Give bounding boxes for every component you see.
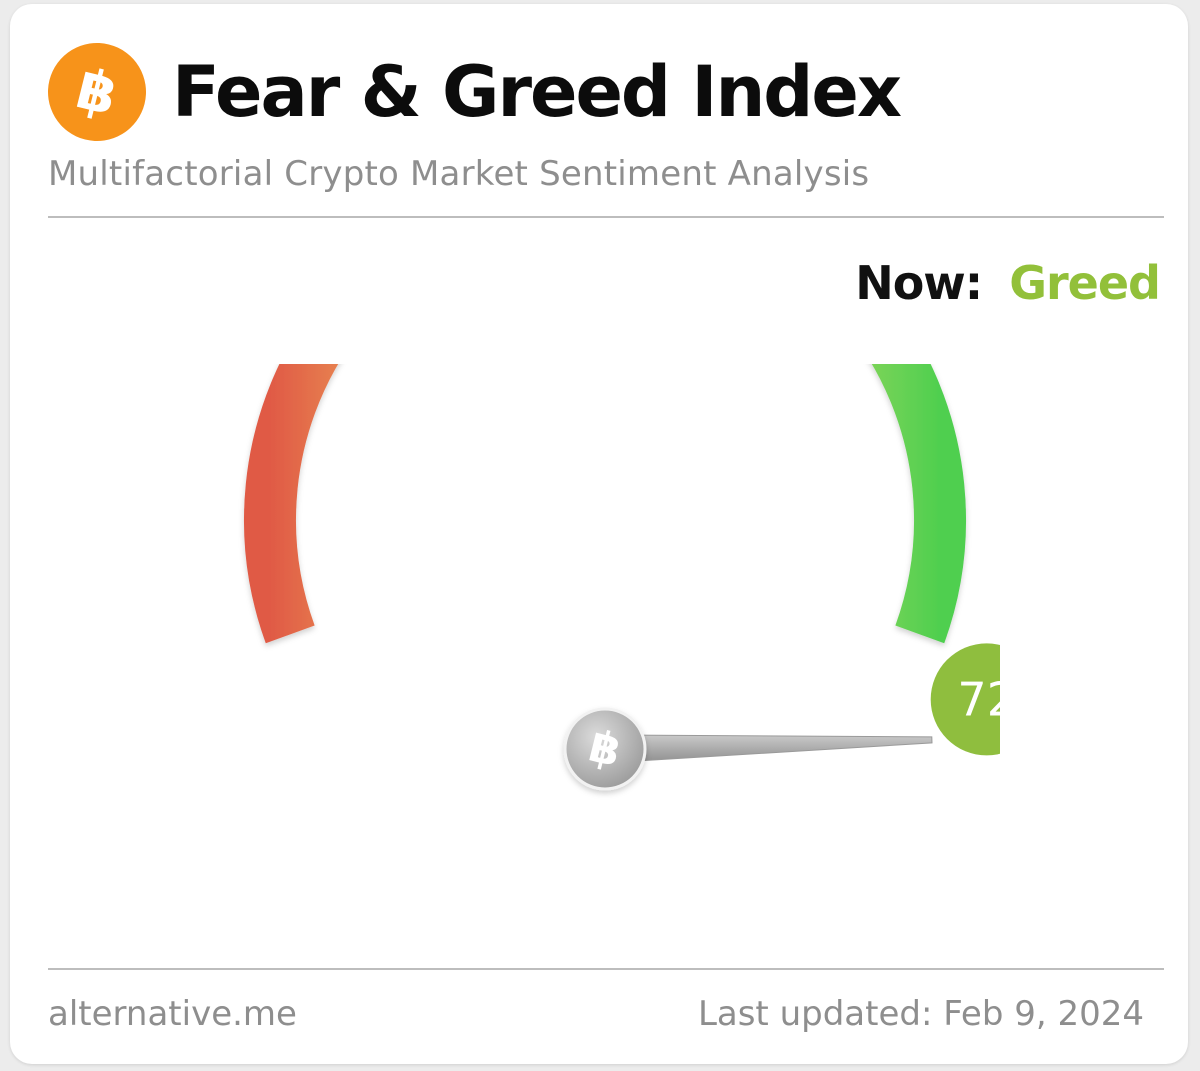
header-divider: [48, 216, 1164, 218]
last-updated: Last updated: Feb 9, 2024: [697, 994, 1144, 1034]
sentiment-gauge: ฿ 72: [244, 364, 1000, 791]
footer-divider: [48, 968, 1164, 970]
value-badge: 72: [930, 643, 1000, 756]
fear-greed-card: ฿ Fear & Greed Index Multifactorial Cryp…: [10, 4, 1188, 1064]
now-value: Greed: [1009, 256, 1161, 310]
header: ฿ Fear & Greed Index: [37, 32, 902, 152]
page-title: Fear & Greed Index: [172, 51, 902, 133]
gauge-arc: [244, 364, 966, 644]
current-status: Now: Greed: [855, 256, 1161, 310]
value-badge-text: 72: [957, 672, 1000, 726]
page-subtitle: Multifactorial Crypto Market Sentiment A…: [48, 154, 870, 194]
bitcoin-icon: ฿: [37, 32, 157, 152]
gauge-hub-bitcoin-icon: ฿: [563, 707, 647, 791]
now-label: Now:: [855, 256, 983, 310]
source-link[interactable]: alternative.me: [48, 994, 297, 1034]
gauge-needle: [604, 734, 933, 764]
